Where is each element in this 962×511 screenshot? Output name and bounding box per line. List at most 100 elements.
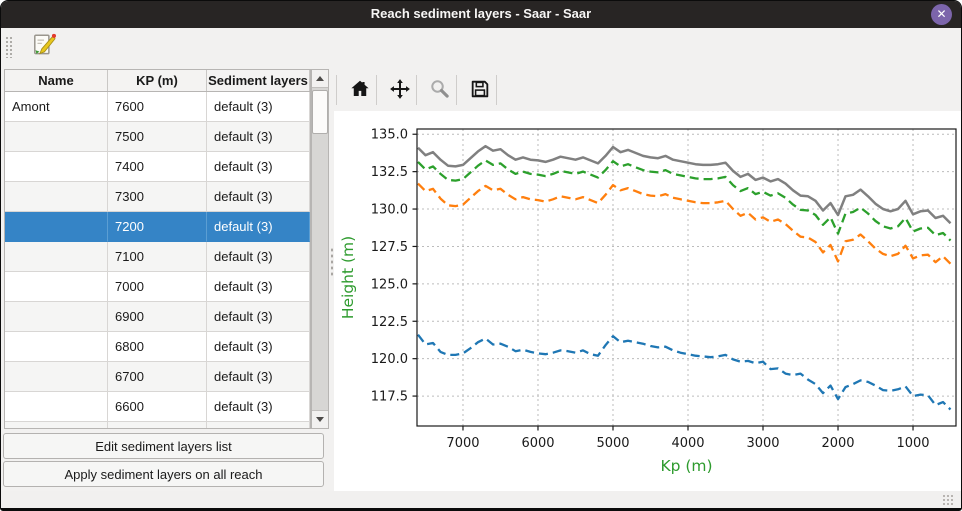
close-icon: ✕	[936, 7, 947, 21]
cell-name	[5, 152, 108, 182]
column-header-sediment-layers[interactable]: Sediment layers	[207, 70, 310, 91]
cell-layers: default (3)	[207, 392, 310, 422]
edit-icon	[31, 33, 57, 61]
edit-sediment-layers-list-button[interactable]: Edit sediment layers list	[3, 433, 324, 459]
cell-kp: 7400	[108, 152, 207, 182]
table-row[interactable]	[5, 422, 310, 428]
y-axis-label: Height (m)	[339, 236, 357, 319]
cell-kp: 7000	[108, 272, 207, 302]
x-tick-label: 6000	[521, 436, 554, 451]
series-blue-dashed	[417, 334, 952, 411]
cell-kp: 6600	[108, 392, 207, 422]
plot-zoom-button[interactable]	[424, 76, 456, 104]
cell-name	[5, 272, 108, 302]
plot-toolbar	[334, 69, 960, 111]
x-tick-label: 1000	[896, 436, 929, 451]
scrollbar-thumb[interactable]	[312, 90, 328, 134]
resize-grip[interactable]	[942, 494, 955, 507]
plot-home-button[interactable]	[344, 76, 376, 104]
toolbar-separator	[416, 75, 417, 105]
chart-figure[interactable]: 7000 6000 5000 4000 3000 2000 1000 135.0 132.5 13…	[334, 111, 962, 491]
toolbar-drag-handle[interactable]	[5, 36, 14, 58]
table-row[interactable]: 6800 default (3)	[5, 332, 310, 362]
cell-layers: default (3)	[207, 302, 310, 332]
status-bar	[1, 491, 961, 508]
table-header: Name KP (m) Sediment layers	[5, 70, 310, 92]
pan-icon	[389, 78, 411, 103]
cell-kp: 7600	[108, 92, 207, 122]
y-tick-label: 135.0	[371, 128, 408, 143]
table-row[interactable]: 6900 default (3)	[5, 302, 310, 332]
cell-kp: 6700	[108, 362, 207, 392]
main-toolbar	[1, 28, 961, 64]
cell-name	[5, 392, 108, 422]
cell-kp: 7100	[108, 242, 207, 272]
cell-name	[5, 302, 108, 332]
cell-name	[5, 122, 108, 152]
cell-name	[5, 242, 108, 272]
zoom-icon	[429, 78, 451, 103]
cell-kp: 6900	[108, 302, 207, 332]
y-tick-label: 125.0	[371, 277, 408, 292]
table-row[interactable]: 7200 default (3)	[5, 212, 310, 242]
cell-layers: default (3)	[207, 332, 310, 362]
scroll-up-button[interactable]	[312, 70, 328, 88]
plot-save-button[interactable]	[464, 76, 496, 104]
save-icon	[469, 78, 491, 103]
cell-kp: 7200	[108, 212, 207, 242]
x-tick-label: 5000	[596, 436, 629, 451]
table-row[interactable]: 7500 default (3)	[5, 122, 310, 152]
scroll-down-icon	[316, 417, 324, 422]
y-tick-label: 117.5	[371, 390, 408, 405]
series-orange-dashed	[417, 182, 952, 265]
table-row[interactable]: 6700 default (3)	[5, 362, 310, 392]
cell-name	[5, 182, 108, 212]
cell-name	[5, 422, 108, 428]
cell-layers	[207, 422, 310, 428]
splitter-handle[interactable]	[330, 247, 336, 277]
sediment-profile-chart[interactable]: 7000 6000 5000 4000 3000 2000 1000 135.0 132.5 13…	[334, 111, 962, 491]
y-tick-label: 132.5	[371, 165, 408, 180]
y-tick-label: 122.5	[371, 315, 408, 330]
table-row[interactable]: 7300 default (3)	[5, 182, 310, 212]
toolbar-separator	[376, 75, 377, 105]
cell-layers: default (3)	[207, 362, 310, 392]
series-gray-solid	[417, 144, 952, 225]
y-tick-label: 130.0	[371, 203, 408, 218]
cell-name	[5, 212, 108, 242]
cell-layers: default (3)	[207, 242, 310, 272]
table-scrollbar[interactable]	[311, 69, 329, 429]
table-row[interactable]: Amont 7600 default (3)	[5, 92, 310, 122]
x-tick-label: 2000	[821, 436, 854, 451]
cell-name: Amont	[5, 92, 108, 122]
x-tick-label: 3000	[746, 436, 779, 451]
title-bar[interactable]: Reach sediment layers - Saar - Saar ✕	[1, 1, 961, 28]
cell-name	[5, 362, 108, 392]
cell-layers: default (3)	[207, 272, 310, 302]
table-row[interactable]: 6600 default (3)	[5, 392, 310, 422]
cell-layers: default (3)	[207, 212, 310, 242]
cell-kp: 6800	[108, 332, 207, 362]
cell-layers: default (3)	[207, 122, 310, 152]
close-button[interactable]: ✕	[931, 4, 952, 25]
series-green-dashed	[417, 159, 952, 242]
table-row[interactable]: 7100 default (3)	[5, 242, 310, 272]
window-title: Reach sediment layers - Saar - Saar	[370, 6, 592, 21]
toolbar-separator	[456, 75, 457, 105]
column-header-name[interactable]: Name	[5, 70, 108, 91]
x-tick-label: 7000	[446, 436, 479, 451]
table-row[interactable]: 7000 default (3)	[5, 272, 310, 302]
apply-sediment-layers-button[interactable]: Apply sediment layers on all reach	[3, 461, 324, 487]
plot-pan-button[interactable]	[384, 76, 416, 104]
column-header-kp-m-[interactable]: KP (m)	[108, 70, 207, 91]
cell-layers: default (3)	[207, 182, 310, 212]
cell-layers: default (3)	[207, 92, 310, 122]
scroll-down-button[interactable]	[312, 410, 328, 428]
home-icon	[349, 78, 371, 103]
y-tick-label: 127.5	[371, 240, 408, 255]
table-body: Amont 7600 default (3) 7500 default (3) 7400 d…	[5, 92, 310, 428]
cell-kp: 7500	[108, 122, 207, 152]
table-row[interactable]: 7400 default (3)	[5, 152, 310, 182]
toggle-edit-button[interactable]	[29, 31, 59, 61]
